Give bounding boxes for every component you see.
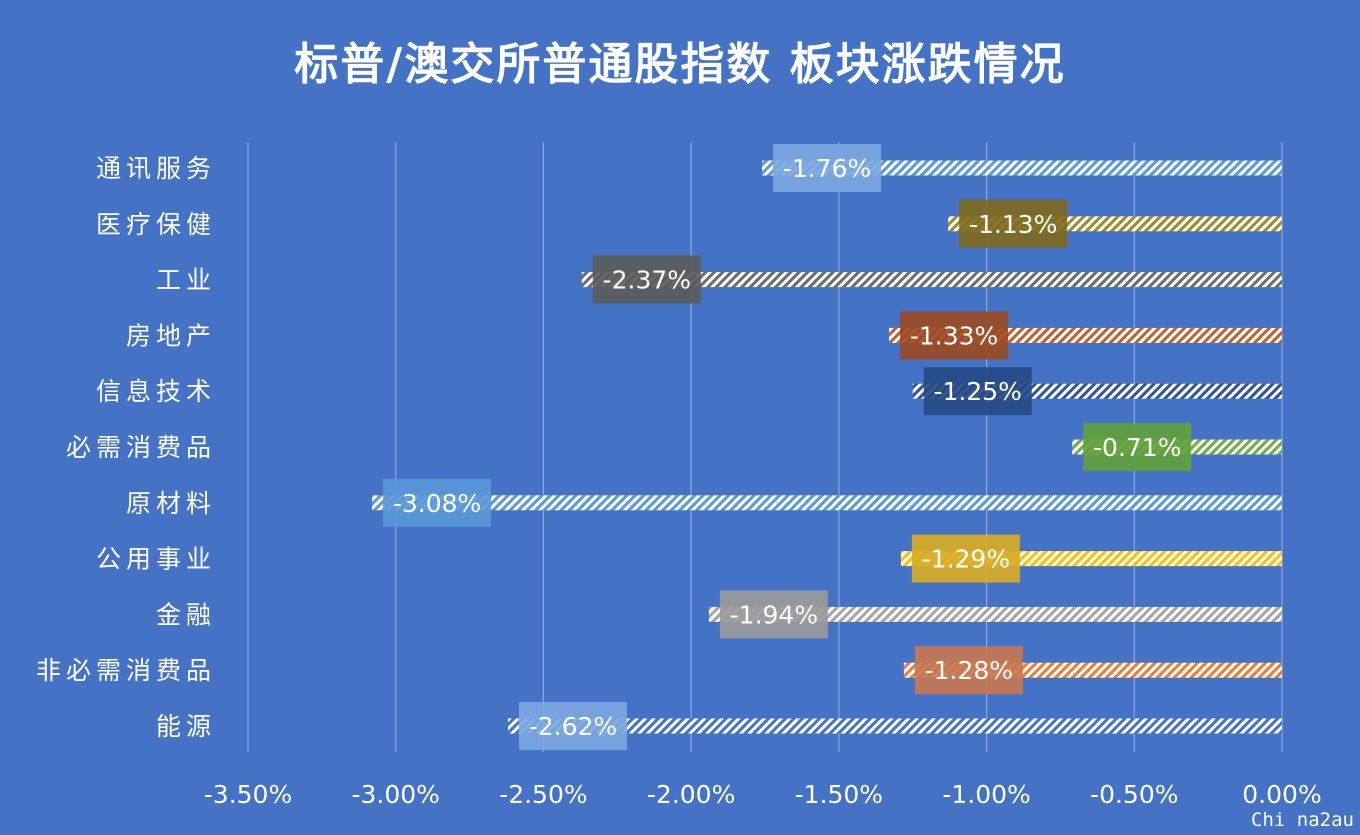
data-label: -1.94%: [730, 600, 818, 629]
bar: [762, 160, 1282, 176]
data-label: -1.28%: [925, 656, 1013, 685]
data-label-box: [773, 144, 882, 192]
data-label: -1.13%: [969, 210, 1057, 239]
x-tick-label: -1.00%: [942, 780, 1030, 809]
bar: [581, 272, 1282, 288]
category-label: 通讯服务: [96, 154, 216, 183]
data-label: -2.62%: [529, 712, 617, 741]
data-label: -3.08%: [393, 489, 481, 518]
bar: [372, 495, 1283, 511]
category-label: 能源: [156, 712, 216, 741]
x-tick-label: -3.00%: [351, 780, 439, 809]
data-label-box: [383, 478, 492, 527]
x-tick-label: -3.50%: [204, 780, 292, 809]
data-label-box: [1083, 423, 1192, 471]
category-label: 公用事业: [96, 545, 216, 574]
x-tick-label: 0.00%: [1242, 780, 1321, 809]
watermark: Chi na2au: [1251, 809, 1354, 831]
x-axis-tick-labels: -3.50% -3.00% -2.50% -2.00% -1.50% -1.00% -0.5…: [204, 780, 1322, 809]
category-label: 信息技术: [96, 377, 216, 406]
data-label-box: [518, 702, 627, 750]
data-label: -2.37%: [603, 266, 691, 295]
data-label: -1.76%: [783, 154, 871, 183]
data-label: -0.71%: [1093, 433, 1181, 462]
data-label-box: [592, 255, 701, 304]
data-label: -1.33%: [910, 321, 998, 350]
data-label-box: [923, 367, 1032, 416]
x-tick-label: -2.00%: [647, 780, 735, 809]
category-label: 必需消费品: [66, 433, 216, 462]
category-label: 非必需消费品: [36, 656, 216, 685]
data-label-box: [719, 590, 828, 639]
category-label: 医疗保健: [96, 210, 216, 239]
data-label-box: [914, 646, 1023, 695]
x-tick-label: -2.50%: [499, 780, 587, 809]
category-label: 工业: [156, 266, 216, 295]
x-tick-label: -1.50%: [795, 780, 883, 809]
bar: [507, 718, 1282, 734]
data-label-box: [900, 311, 1009, 360]
data-label: -1.25%: [933, 377, 1021, 406]
bar: [708, 606, 1282, 622]
category-label: 金融: [156, 600, 216, 629]
data-labels: -1.76% -1.13% -2.37% -1.33% -1.25% -0.71% -3.0…: [383, 144, 1192, 750]
chart-title: 标普/澳交所普通股指数 板块涨跌情况: [294, 39, 1066, 90]
data-label: -1.29%: [922, 545, 1010, 574]
x-tick-label: -0.50%: [1090, 780, 1178, 809]
gridlines: [247, 142, 1283, 752]
data-label-box: [911, 534, 1020, 583]
category-label: 原材料: [126, 489, 216, 518]
data-label-box: [959, 199, 1068, 248]
category-label: 房地产: [126, 321, 216, 350]
